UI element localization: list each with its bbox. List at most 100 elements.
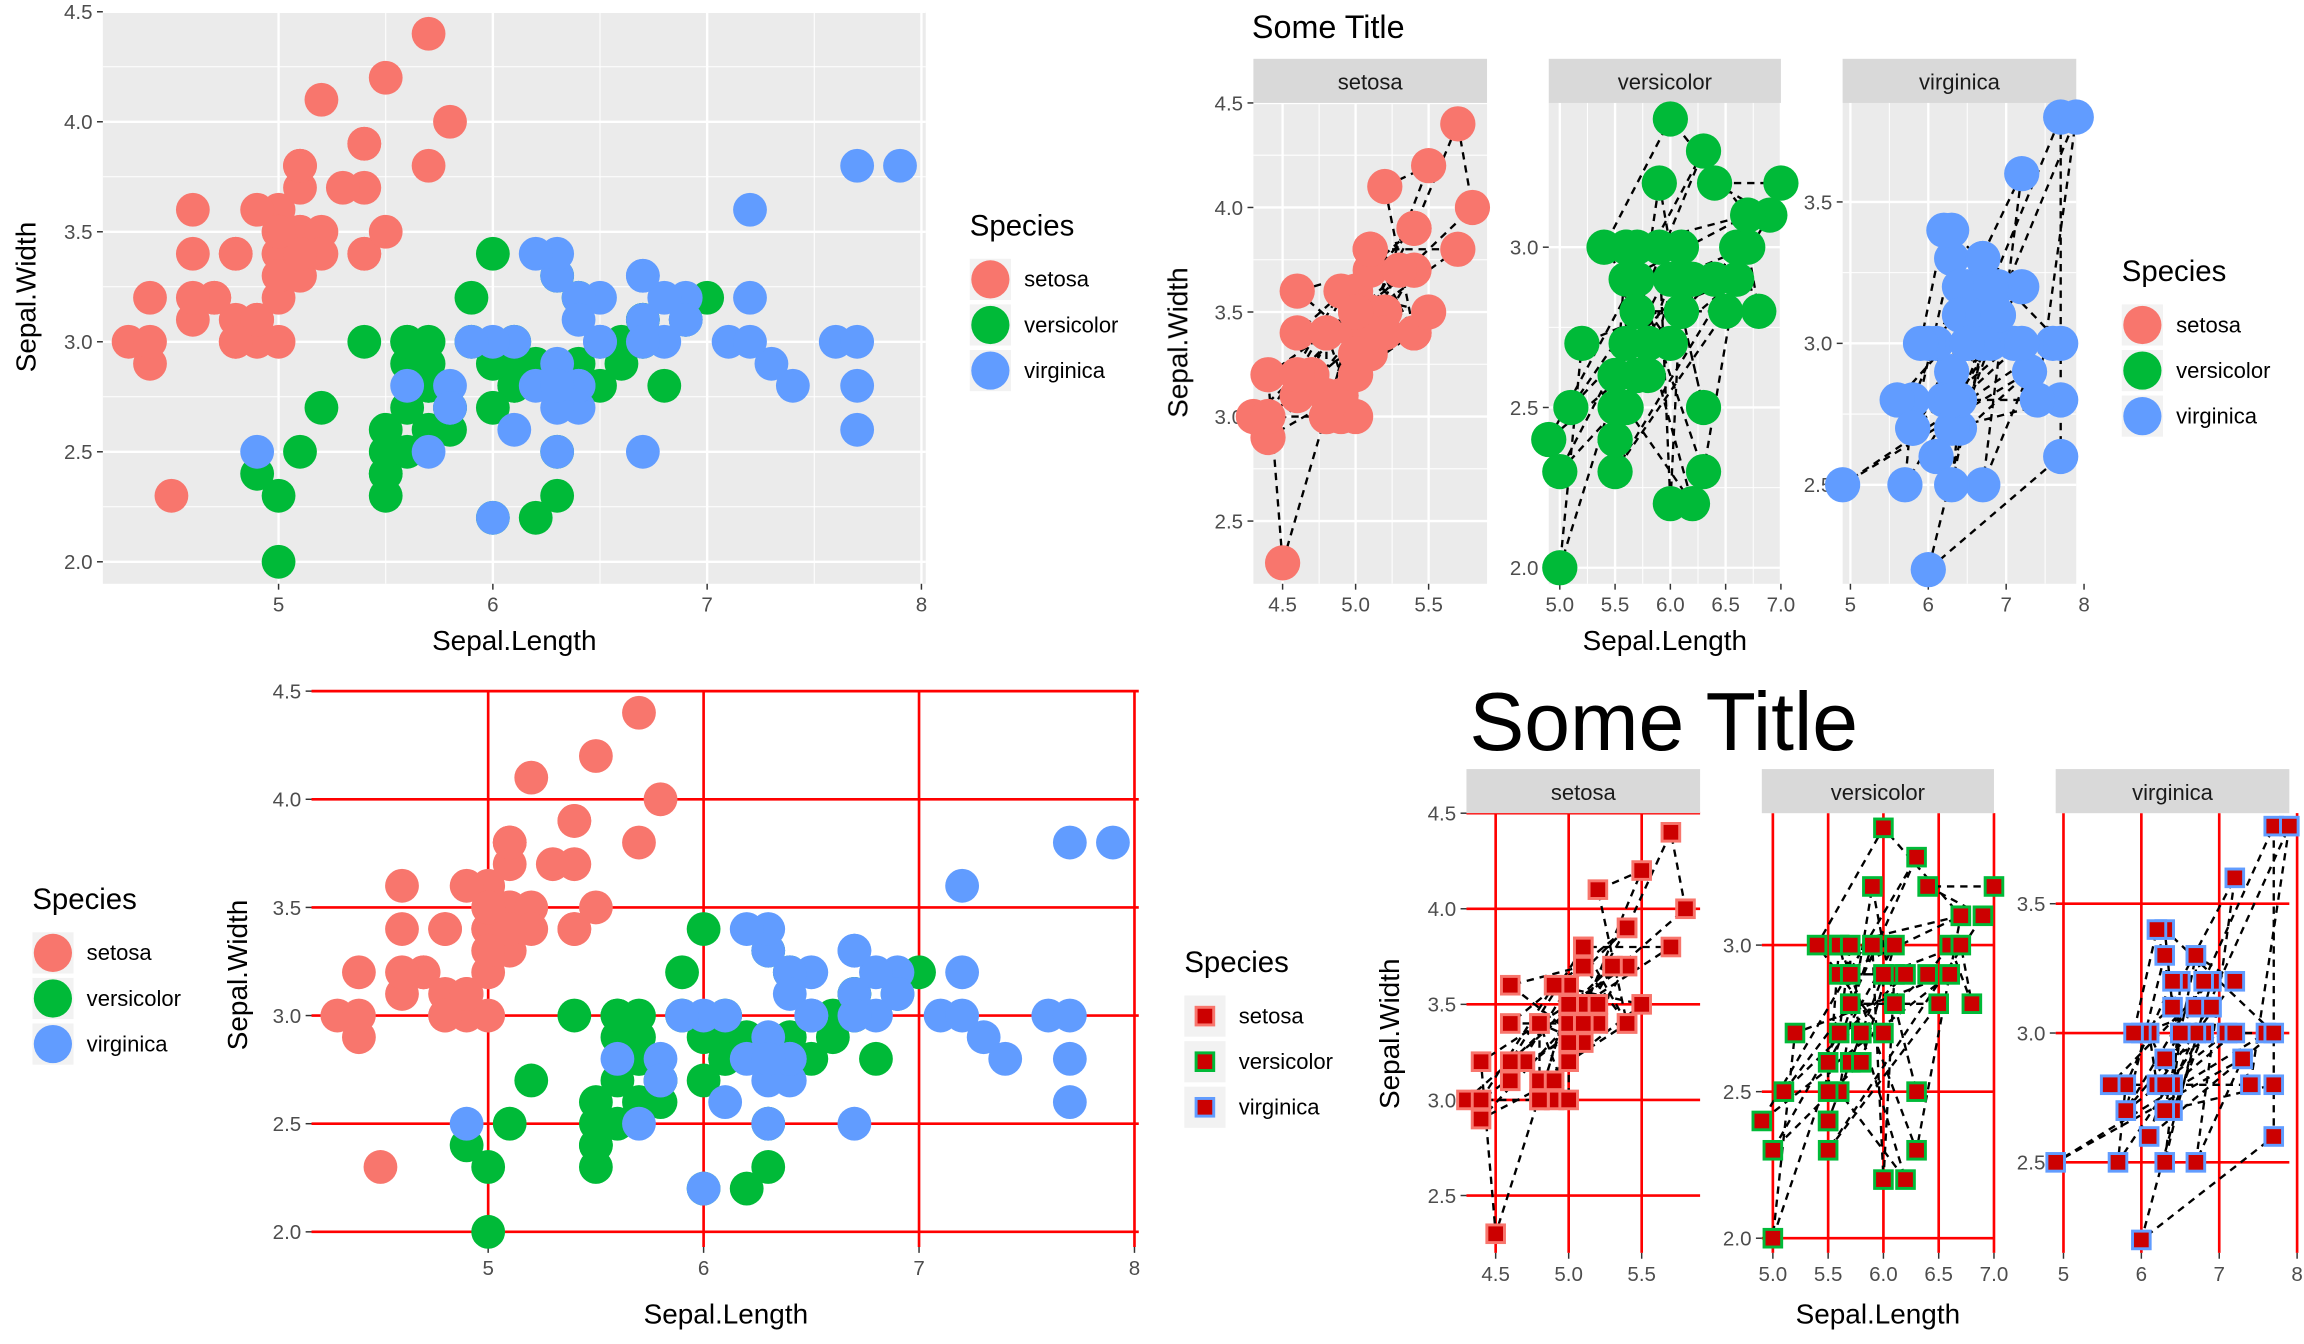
- data-point: [283, 434, 317, 469]
- x-tick-label: 6: [487, 594, 498, 617]
- data-point: [1052, 825, 1087, 860]
- x-tick-label: 5: [1845, 594, 1856, 617]
- data-point: [475, 500, 510, 535]
- data-point: [729, 912, 764, 946]
- data-point: [625, 324, 660, 359]
- data-point: [625, 434, 660, 469]
- data-point: [708, 1085, 743, 1119]
- connecting-path: [1463, 828, 1687, 1235]
- data-point: [1597, 389, 1633, 426]
- x-tick-label: 5.0: [1759, 1263, 1788, 1286]
- facet-strip: [1548, 58, 1781, 103]
- legend-key: [2123, 305, 2162, 345]
- data-point: [668, 302, 703, 337]
- data-point: [304, 82, 339, 117]
- x-tick-label: 4.5: [1268, 594, 1297, 617]
- data-point: [840, 324, 875, 359]
- data-point: [1619, 261, 1655, 297]
- y-tick-label: 2.5: [1215, 510, 1244, 533]
- data-point: [540, 434, 575, 469]
- data-point: [518, 236, 553, 271]
- data-point: [1663, 293, 1700, 329]
- facet-strip: [1842, 58, 2077, 103]
- data-point: [751, 1041, 786, 1076]
- data-point: [1616, 1013, 1638, 1034]
- data-point: [1308, 398, 1345, 435]
- data-point: [1470, 1051, 1492, 1072]
- x-tick-label: 5.0: [1341, 594, 1370, 617]
- facet-strip: [1253, 58, 1488, 103]
- data-point: [733, 192, 767, 227]
- data-point: [647, 368, 682, 403]
- data-point: [1934, 467, 1970, 503]
- x-tick-label: 7.0: [1767, 594, 1796, 617]
- data-point: [347, 236, 382, 271]
- data-point: [1660, 822, 1682, 843]
- data-point: [2162, 996, 2183, 1018]
- data-point: [2240, 1074, 2261, 1096]
- data-point: [1587, 879, 1609, 900]
- legend-label: setosa: [1239, 1003, 1305, 1028]
- legend-key: [971, 351, 1010, 390]
- data-point: [1873, 817, 1894, 839]
- legend-key: [971, 260, 1010, 299]
- data-point: [1558, 994, 1579, 1015]
- data-point: [154, 478, 189, 513]
- data-point: [1950, 934, 1972, 956]
- data-point: [1619, 229, 1655, 265]
- data-point: [1917, 876, 1938, 897]
- data-point: [1529, 1089, 1550, 1111]
- data-point: [1906, 1139, 1927, 1161]
- data-point: [1934, 240, 1970, 277]
- data-point: [561, 302, 596, 337]
- data-point: [1839, 934, 1861, 956]
- data-point: [1564, 325, 1600, 362]
- x-tick-label: 7: [913, 1257, 924, 1280]
- x-tick-label: 6: [2136, 1263, 2147, 1286]
- data-point: [1817, 1052, 1839, 1073]
- data-point: [840, 412, 875, 447]
- data-point: [368, 60, 403, 95]
- data-point: [1884, 993, 1905, 1015]
- data-point: [1906, 1081, 1927, 1102]
- data-point: [1499, 1051, 1521, 1072]
- data-point: [1939, 964, 1961, 985]
- y-tick-label: 2.5: [2017, 1152, 2046, 1175]
- x-tick-label: 8: [2078, 594, 2089, 617]
- data-point: [1619, 293, 1655, 329]
- data-point: [261, 258, 296, 293]
- x-tick-label: 5: [482, 1257, 493, 1280]
- facet-strip-label: setosa: [1338, 70, 1404, 95]
- data-point: [1928, 993, 1949, 1015]
- y-tick-label: 2.5: [273, 1113, 302, 1136]
- y-tick-label: 3.5: [2017, 893, 2046, 916]
- data-point: [2123, 1022, 2144, 1044]
- data-point: [1862, 934, 1883, 956]
- y-tick-label: 4.0: [1428, 898, 1457, 921]
- data-point: [1926, 212, 1962, 248]
- data-point: [368, 214, 403, 249]
- data-point: [2193, 971, 2214, 992]
- data-point: [772, 977, 807, 1011]
- y-axis-title: Sepal.Width: [10, 222, 41, 373]
- legend-key: [1194, 1096, 1216, 1118]
- y-tick-label: 2.5: [1428, 1185, 1457, 1208]
- data-point: [1608, 325, 1644, 362]
- data-point: [1685, 453, 1722, 490]
- data-point: [471, 1214, 506, 1249]
- data-point: [647, 280, 682, 315]
- facet-strip-label: setosa: [1551, 780, 1617, 805]
- data-point: [1542, 550, 1578, 586]
- data-point: [2043, 325, 2079, 362]
- data-point: [1542, 453, 1578, 490]
- legend-label: virginica: [1239, 1095, 1321, 1120]
- data-point: [1674, 486, 1711, 522]
- data-point: [1918, 438, 1954, 475]
- y-tick-label: 3.0: [1804, 333, 1833, 356]
- data-point: [1817, 1139, 1839, 1161]
- data-point: [1499, 974, 1521, 996]
- data-point: [133, 280, 167, 315]
- data-point: [794, 998, 829, 1033]
- data-point: [304, 390, 339, 425]
- data-point: [540, 368, 575, 403]
